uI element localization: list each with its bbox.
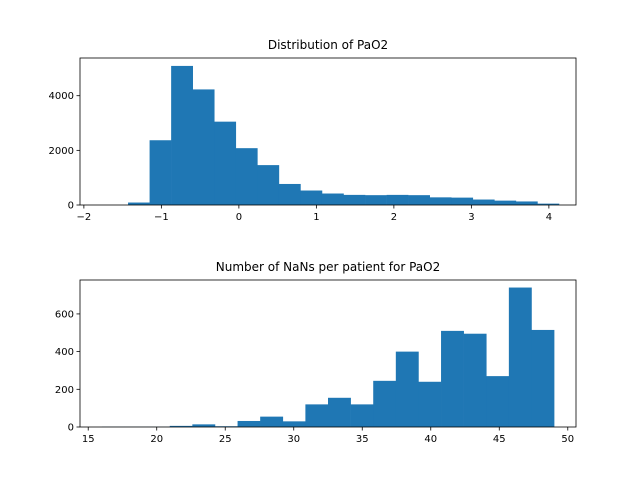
x-tick-label: 0 — [236, 212, 242, 223]
histogram-bar — [321, 193, 344, 205]
histogram-bar — [365, 195, 387, 205]
bar-group — [101, 287, 555, 427]
histogram-bar — [373, 380, 397, 427]
histogram-bar — [237, 420, 261, 427]
x-tick-label: 2 — [391, 212, 397, 223]
x-tick-label: 3 — [468, 212, 474, 223]
histogram-bar — [343, 194, 366, 205]
x-tick-label: 40 — [424, 434, 437, 445]
x-tick-label: 15 — [82, 434, 95, 445]
histogram-bar — [531, 329, 555, 427]
histogram-bar — [486, 376, 510, 427]
y-tick-label: 0 — [68, 201, 74, 212]
y-tick-label: 400 — [55, 347, 74, 358]
histogram-panel-nan-count: Number of NaNs per patient for PaO2 15 20… — [55, 260, 577, 445]
axes-frame — [79, 57, 577, 206]
x-tick-label: 1 — [313, 212, 319, 223]
histogram-bar — [192, 424, 216, 427]
histogram-bar — [300, 190, 323, 205]
histogram-bar — [192, 89, 215, 205]
histogram-bar — [350, 404, 374, 427]
y-tick-label: 4000 — [49, 91, 74, 102]
histogram-bar — [451, 197, 474, 205]
histogram-bar — [260, 416, 284, 427]
bar-group — [128, 65, 560, 205]
histogram-bar — [128, 202, 150, 205]
histogram-bar — [214, 121, 237, 205]
histogram-bar — [537, 203, 560, 205]
histogram-bar — [235, 148, 258, 205]
y-tick-label: 0 — [68, 423, 74, 434]
x-axis-ticks: 15 20 25 30 35 40 45 50 — [82, 427, 574, 445]
histogram-bar — [441, 330, 464, 427]
y-axis-ticks: 0 2000 4000 — [49, 91, 80, 212]
histogram-bar — [169, 425, 193, 427]
x-tick-label: 45 — [493, 434, 506, 445]
histogram-bar — [418, 381, 442, 427]
x-tick-label: 30 — [287, 434, 300, 445]
chart-title: Number of NaNs per patient for PaO2 — [216, 260, 440, 274]
x-axis-ticks: −2 −1 0 1 2 3 4 — [77, 205, 552, 223]
y-tick-label: 2000 — [49, 146, 74, 157]
histogram-bar — [305, 404, 329, 427]
x-tick-label: 25 — [219, 434, 232, 445]
histogram-bar — [472, 199, 495, 205]
chart-title: Distribution of PaO2 — [268, 38, 388, 52]
x-tick-label: 50 — [561, 434, 574, 445]
histogram-bar — [494, 200, 517, 205]
y-axis-ticks: 0 200 400 600 — [55, 309, 80, 434]
histogram-bar — [515, 201, 538, 205]
y-tick-label: 600 — [55, 309, 74, 320]
axes-frame — [79, 279, 577, 428]
histogram-bar — [463, 333, 487, 427]
x-tick-label: 35 — [356, 434, 369, 445]
x-tick-label: 20 — [150, 434, 163, 445]
histogram-bar — [386, 194, 409, 205]
histogram-bar — [408, 195, 430, 205]
histogram-panel-pao2-distribution: Distribution of PaO2 −2 −1 0 1 2 3 4 0 2000 4000 — [49, 38, 577, 223]
histogram-bar — [395, 351, 419, 427]
histogram-bar — [282, 421, 306, 427]
histogram-bar — [171, 65, 193, 205]
x-tick-label: −1 — [154, 212, 169, 223]
histogram-bar — [328, 397, 351, 427]
y-tick-label: 200 — [55, 385, 74, 396]
histogram-bar — [278, 183, 301, 205]
x-tick-label: −2 — [77, 212, 92, 223]
histogram-bar — [429, 197, 452, 205]
histogram-bar — [257, 165, 280, 205]
x-tick-label: 4 — [546, 212, 552, 223]
histogram-bar — [508, 287, 532, 427]
histogram-bar — [149, 140, 172, 205]
